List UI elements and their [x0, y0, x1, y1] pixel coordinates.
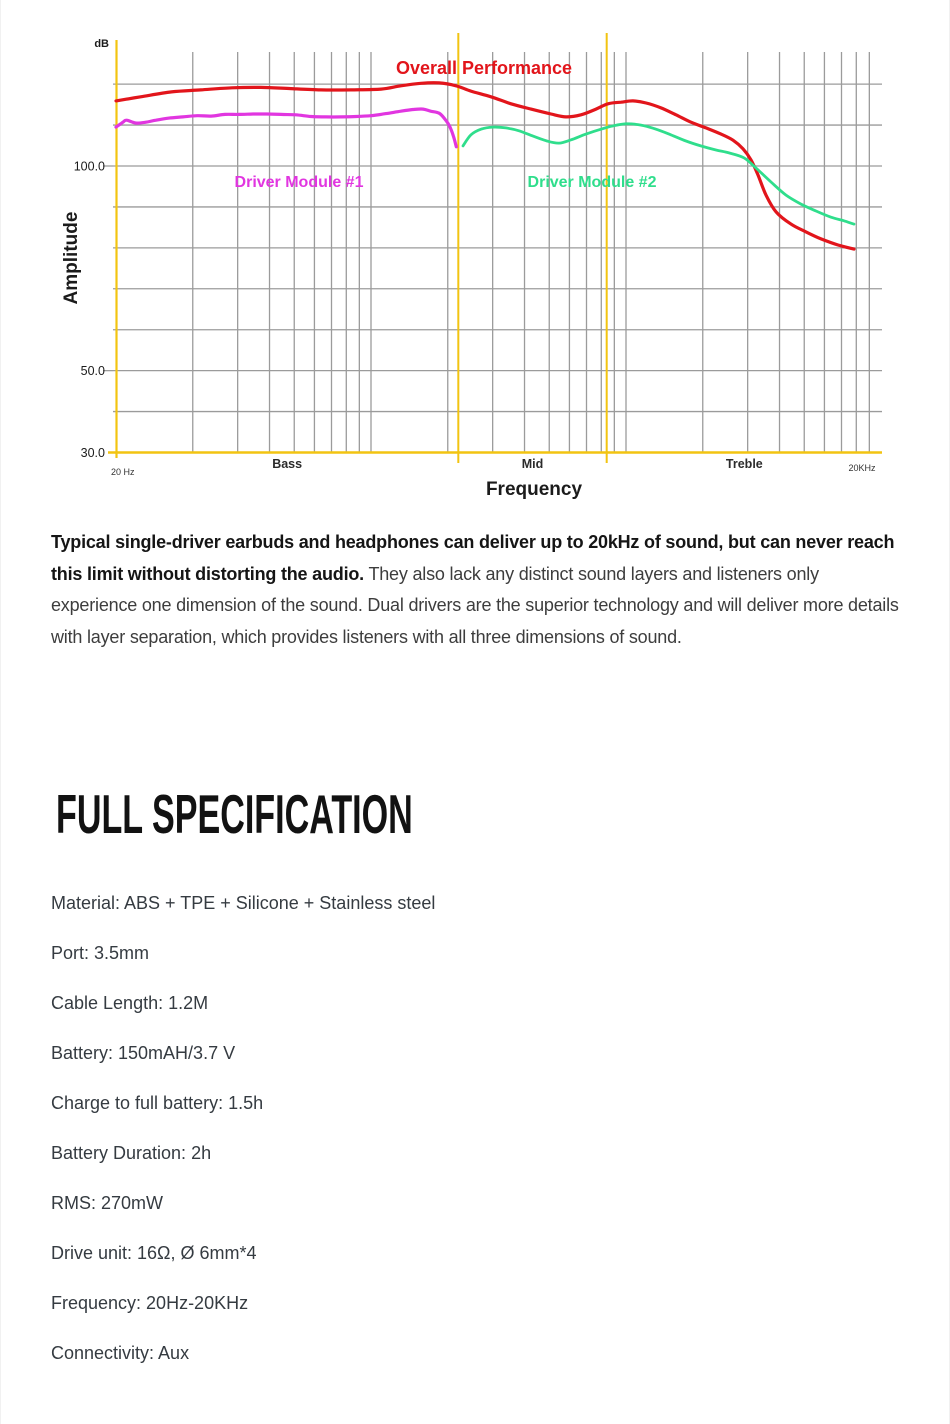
description-bold-text: Typical single-driver earbuds and headph…: [51, 532, 895, 584]
curve-driver-module-2: [461, 122, 856, 226]
chart-grid: [103, 52, 882, 453]
x-min-tick-label: 20 Hz: [111, 467, 135, 477]
band-label-bass: Bass: [272, 457, 302, 471]
spec-item: Port: 3.5mm: [51, 943, 150, 963]
series-label-driver-module-1: Driver Module #1: [235, 174, 364, 191]
spec-item: Battery: 150mAH/3.7 V: [51, 1043, 236, 1063]
frequency-response-chart: dB 100.0 50.0 30.0 Amplitude Frequency 20 Hz 20…: [61, 33, 882, 500]
chart-curves: [114, 81, 856, 251]
y-tick-label-100: 100.0: [74, 160, 105, 174]
y-axis-label: Amplitude: [61, 212, 82, 305]
y-tick-label-50: 50.0: [81, 364, 105, 378]
product-description: Typical single-driver earbuds and headph…: [51, 527, 899, 653]
description-body-text: They also lack any distinct sound layers…: [51, 563, 899, 647]
spec-list: Material: ABS + TPE + Silicone + Stainle…: [51, 878, 435, 1378]
spec-item: Cable Length: 1.2M: [51, 993, 209, 1013]
series-label-driver-module-2: Driver Module #2: [528, 174, 657, 191]
x-max-tick-label: 20KHz: [848, 463, 876, 473]
spec-item: Connectivity: Aux: [51, 1343, 190, 1363]
band-label-treble: Treble: [726, 457, 763, 471]
spec-item: Charge to full battery: 1.5h: [51, 1093, 264, 1113]
spec-item: Drive unit: 16Ω, Ø 6mm*4: [51, 1243, 257, 1263]
series-label-overall-performance: Overall Performance: [396, 58, 572, 78]
spec-item: Battery Duration: 2h: [51, 1143, 212, 1163]
x-axis-label: Frequency: [486, 479, 583, 500]
y-tick-label-30: 30.0: [81, 446, 105, 460]
chart-labels: dB 100.0 50.0 30.0 Amplitude Frequency 20 Hz 20…: [61, 38, 876, 500]
frequency-response-section: dB 100.0 50.0 30.0 Amplitude Frequency 20 Hz 20…: [1, 0, 949, 512]
y-axis-unit-label: dB: [94, 38, 109, 50]
spec-item: Material: ABS + TPE + Silicone + Stainle…: [51, 893, 436, 913]
spec-item: Frequency: 20Hz-20KHz: [51, 1293, 249, 1313]
curve-overall-performance: [114, 81, 856, 251]
band-label-mid: Mid: [522, 457, 544, 471]
curve-driver-module-1: [114, 107, 458, 149]
spec-heading: FULL SPECIFICATION: [56, 783, 413, 845]
spec-item: RMS: 270mW: [51, 1193, 164, 1213]
